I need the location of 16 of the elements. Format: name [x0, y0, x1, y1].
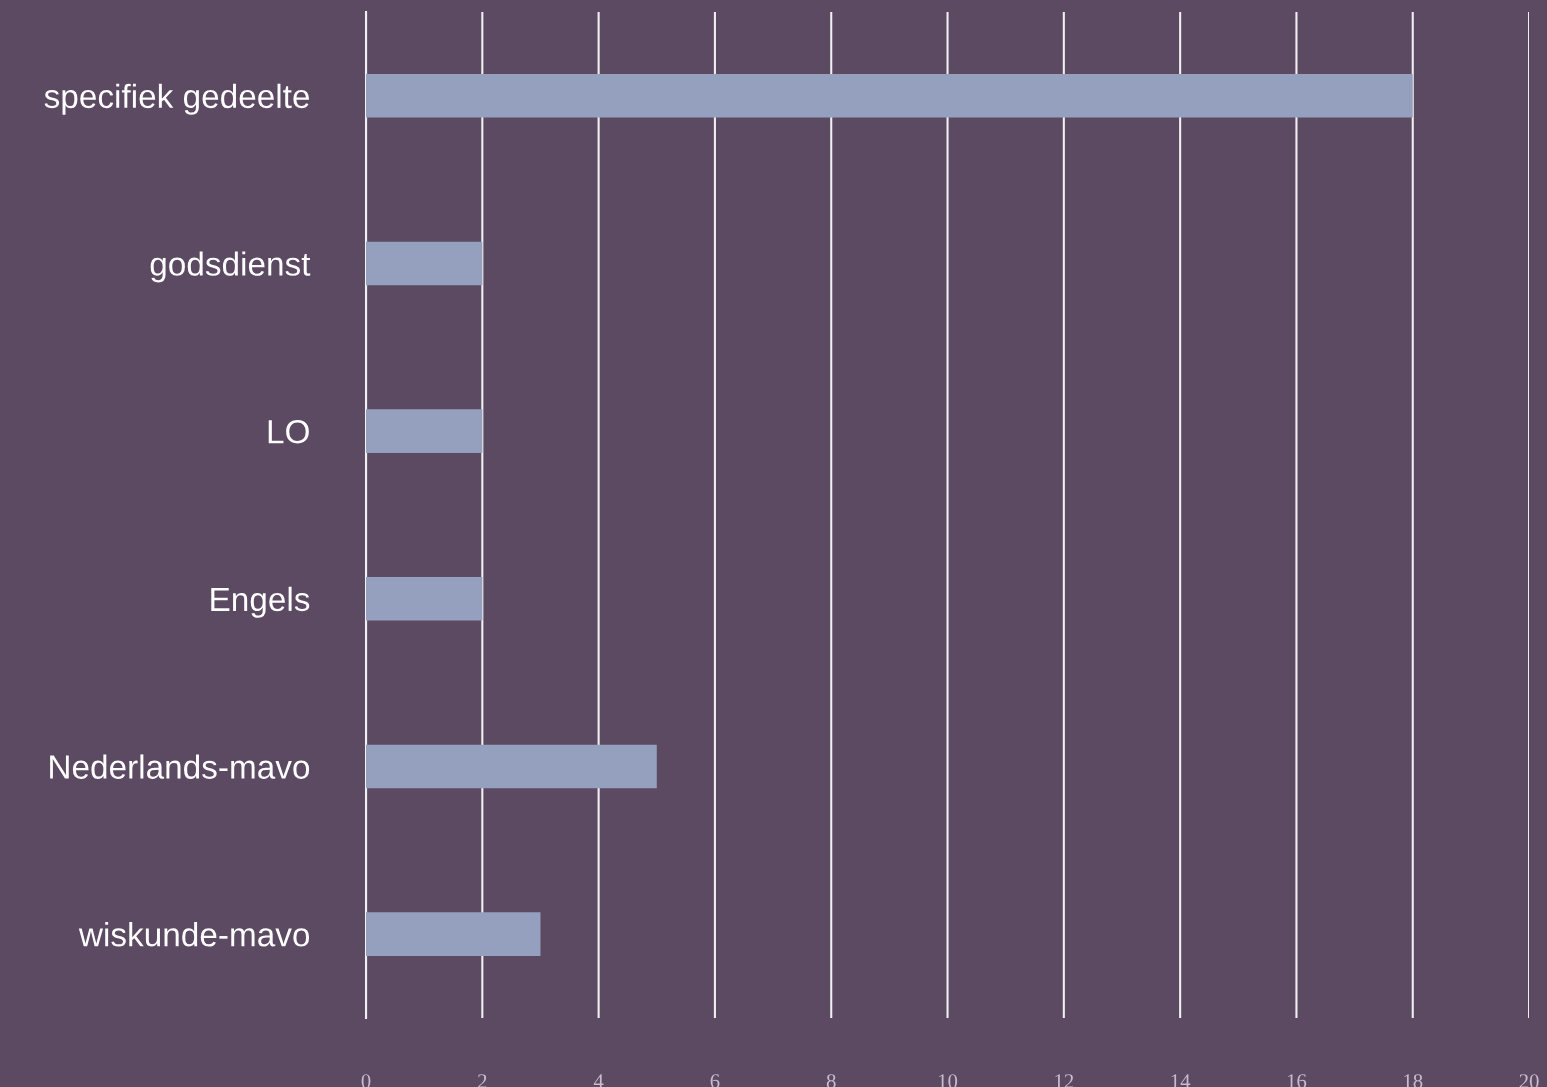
y-tick-label: godsdienst [150, 251, 311, 283]
x-tick-label: 2 [478, 1074, 487, 1087]
x-tick-label: 14 [1171, 1074, 1191, 1087]
y-tick-label: Nederlands-mavo [50, 754, 310, 779]
y-tick-label: Engels [211, 586, 310, 618]
bar [366, 409, 483, 453]
y-tick-label: wiskunde-mavo [78, 922, 310, 947]
bar [366, 744, 657, 789]
y-tick-label: LO [268, 419, 309, 444]
bar [366, 73, 1413, 118]
x-tick-label: 4 [593, 1074, 604, 1087]
bar [366, 241, 483, 286]
y-tick-label: specifiek gedeelte [44, 83, 309, 115]
bar [366, 577, 483, 621]
x-tick-label: 12 [1055, 1074, 1074, 1087]
bar [366, 912, 541, 956]
